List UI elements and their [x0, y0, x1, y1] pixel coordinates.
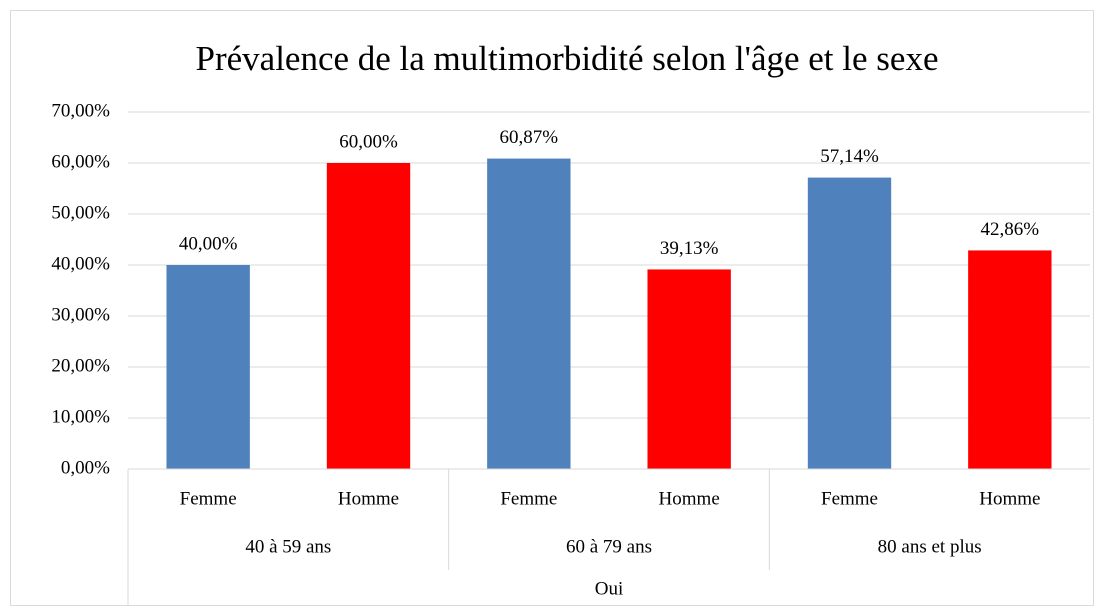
- bar: [807, 177, 892, 469]
- x-tick-label: Homme: [659, 488, 720, 509]
- y-tick-label: 70,00%: [51, 100, 110, 121]
- x-tick-label: Femme: [821, 488, 878, 509]
- x-tick-label: Femme: [500, 488, 557, 509]
- data-label: 40,00%: [179, 233, 238, 254]
- bar: [326, 163, 411, 469]
- bar: [166, 265, 250, 469]
- data-label: 42,86%: [981, 219, 1040, 240]
- data-label: 39,13%: [660, 238, 719, 259]
- x-tick-label: Homme: [338, 488, 399, 509]
- chart-title: Prévalence de la multimorbidité selon l'…: [196, 39, 939, 78]
- data-label: 60,87%: [500, 127, 559, 148]
- group-label: 40 à 59 ans: [245, 536, 331, 557]
- top-group-label: Oui: [595, 578, 624, 599]
- data-label: 60,00%: [339, 131, 398, 152]
- y-tick-label: 30,00%: [51, 304, 110, 325]
- group-label: 60 à 79 ans: [566, 536, 652, 557]
- y-tick-label: 40,00%: [51, 253, 110, 274]
- bar: [647, 269, 731, 469]
- group-label: 80 ans et plus: [878, 536, 982, 557]
- bar: [968, 250, 1052, 469]
- y-tick-label: 60,00%: [51, 151, 110, 172]
- x-tick-label: Femme: [180, 488, 237, 509]
- y-tick-label: 20,00%: [51, 355, 110, 376]
- bar: [487, 158, 571, 470]
- y-tick-label: 10,00%: [51, 406, 110, 427]
- x-tick-label: Homme: [979, 488, 1040, 509]
- y-tick-label: 50,00%: [51, 202, 110, 223]
- data-label: 57,14%: [820, 146, 879, 167]
- y-tick-label: 0,00%: [61, 457, 110, 478]
